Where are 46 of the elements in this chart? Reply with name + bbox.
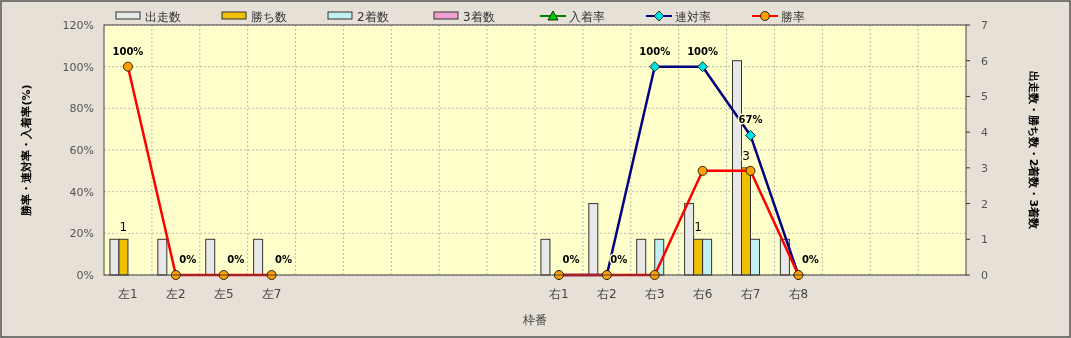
x-tick-label: 左2 xyxy=(166,287,186,301)
data-label: 1 xyxy=(694,220,702,235)
legend-label: 勝率 xyxy=(781,10,805,24)
data-label: 3 xyxy=(742,148,750,163)
data-label: 0% xyxy=(562,254,580,265)
legend-label: 2着数 xyxy=(357,10,389,24)
y-tick-label: 60% xyxy=(69,144,94,157)
y-tick-label: 100% xyxy=(62,60,94,74)
x-tick-label: 左5 xyxy=(213,287,234,301)
data-label: 0% xyxy=(801,254,819,265)
data-label: 100% xyxy=(687,45,719,57)
x-axis-title: 枠番 xyxy=(522,313,547,327)
data-label: 100% xyxy=(112,45,144,57)
y-tick-label: 80% xyxy=(69,102,94,116)
data-label: 0% xyxy=(179,254,197,265)
x-tick-label: 右2 xyxy=(597,287,617,301)
legend-label: 入着率 xyxy=(569,10,605,24)
legend-label: 連対率 xyxy=(675,10,711,24)
data-label: 0% xyxy=(227,254,245,265)
y-tick-label: 0% xyxy=(76,269,94,282)
legend-label: 出走数 xyxy=(145,10,181,24)
y-tick-label: 120% xyxy=(62,19,94,32)
y2-tick-label: 5 xyxy=(981,90,988,104)
y2-axis-title: 出走数・勝ち数・2着数・3着数 xyxy=(1027,70,1040,231)
y-tick-label: 40% xyxy=(69,185,94,199)
x-tick-label: 右7 xyxy=(740,287,761,301)
x-tick-label: 右8 xyxy=(788,287,809,301)
x-tick-label: 右6 xyxy=(692,287,713,301)
data-label: 100% xyxy=(639,45,671,57)
y2-tick-label: 6 xyxy=(981,54,988,68)
y-axis-title: 勝率・連対率・入着率(%) xyxy=(20,84,33,217)
y2-tick-label: 4 xyxy=(981,126,988,140)
y2-tick-label: 7 xyxy=(981,19,988,32)
y2-tick-label: 3 xyxy=(981,161,988,175)
legend-label: 勝ち数 xyxy=(251,10,287,24)
y-tick-label: 20% xyxy=(69,227,94,241)
x-tick-label: 左7 xyxy=(261,287,282,301)
y2-tick-label: 2 xyxy=(981,197,988,211)
y2-tick-label: 1 xyxy=(981,233,988,247)
y2-tick-label: 0 xyxy=(981,269,988,282)
x-tick-label: 左1 xyxy=(118,287,138,301)
x-tick-label: 右1 xyxy=(549,287,569,301)
legend-label: 3着数 xyxy=(463,10,495,24)
data-label: 0% xyxy=(275,254,293,265)
x-tick-label: 右3 xyxy=(644,287,665,301)
data-label: 1 xyxy=(119,220,128,235)
